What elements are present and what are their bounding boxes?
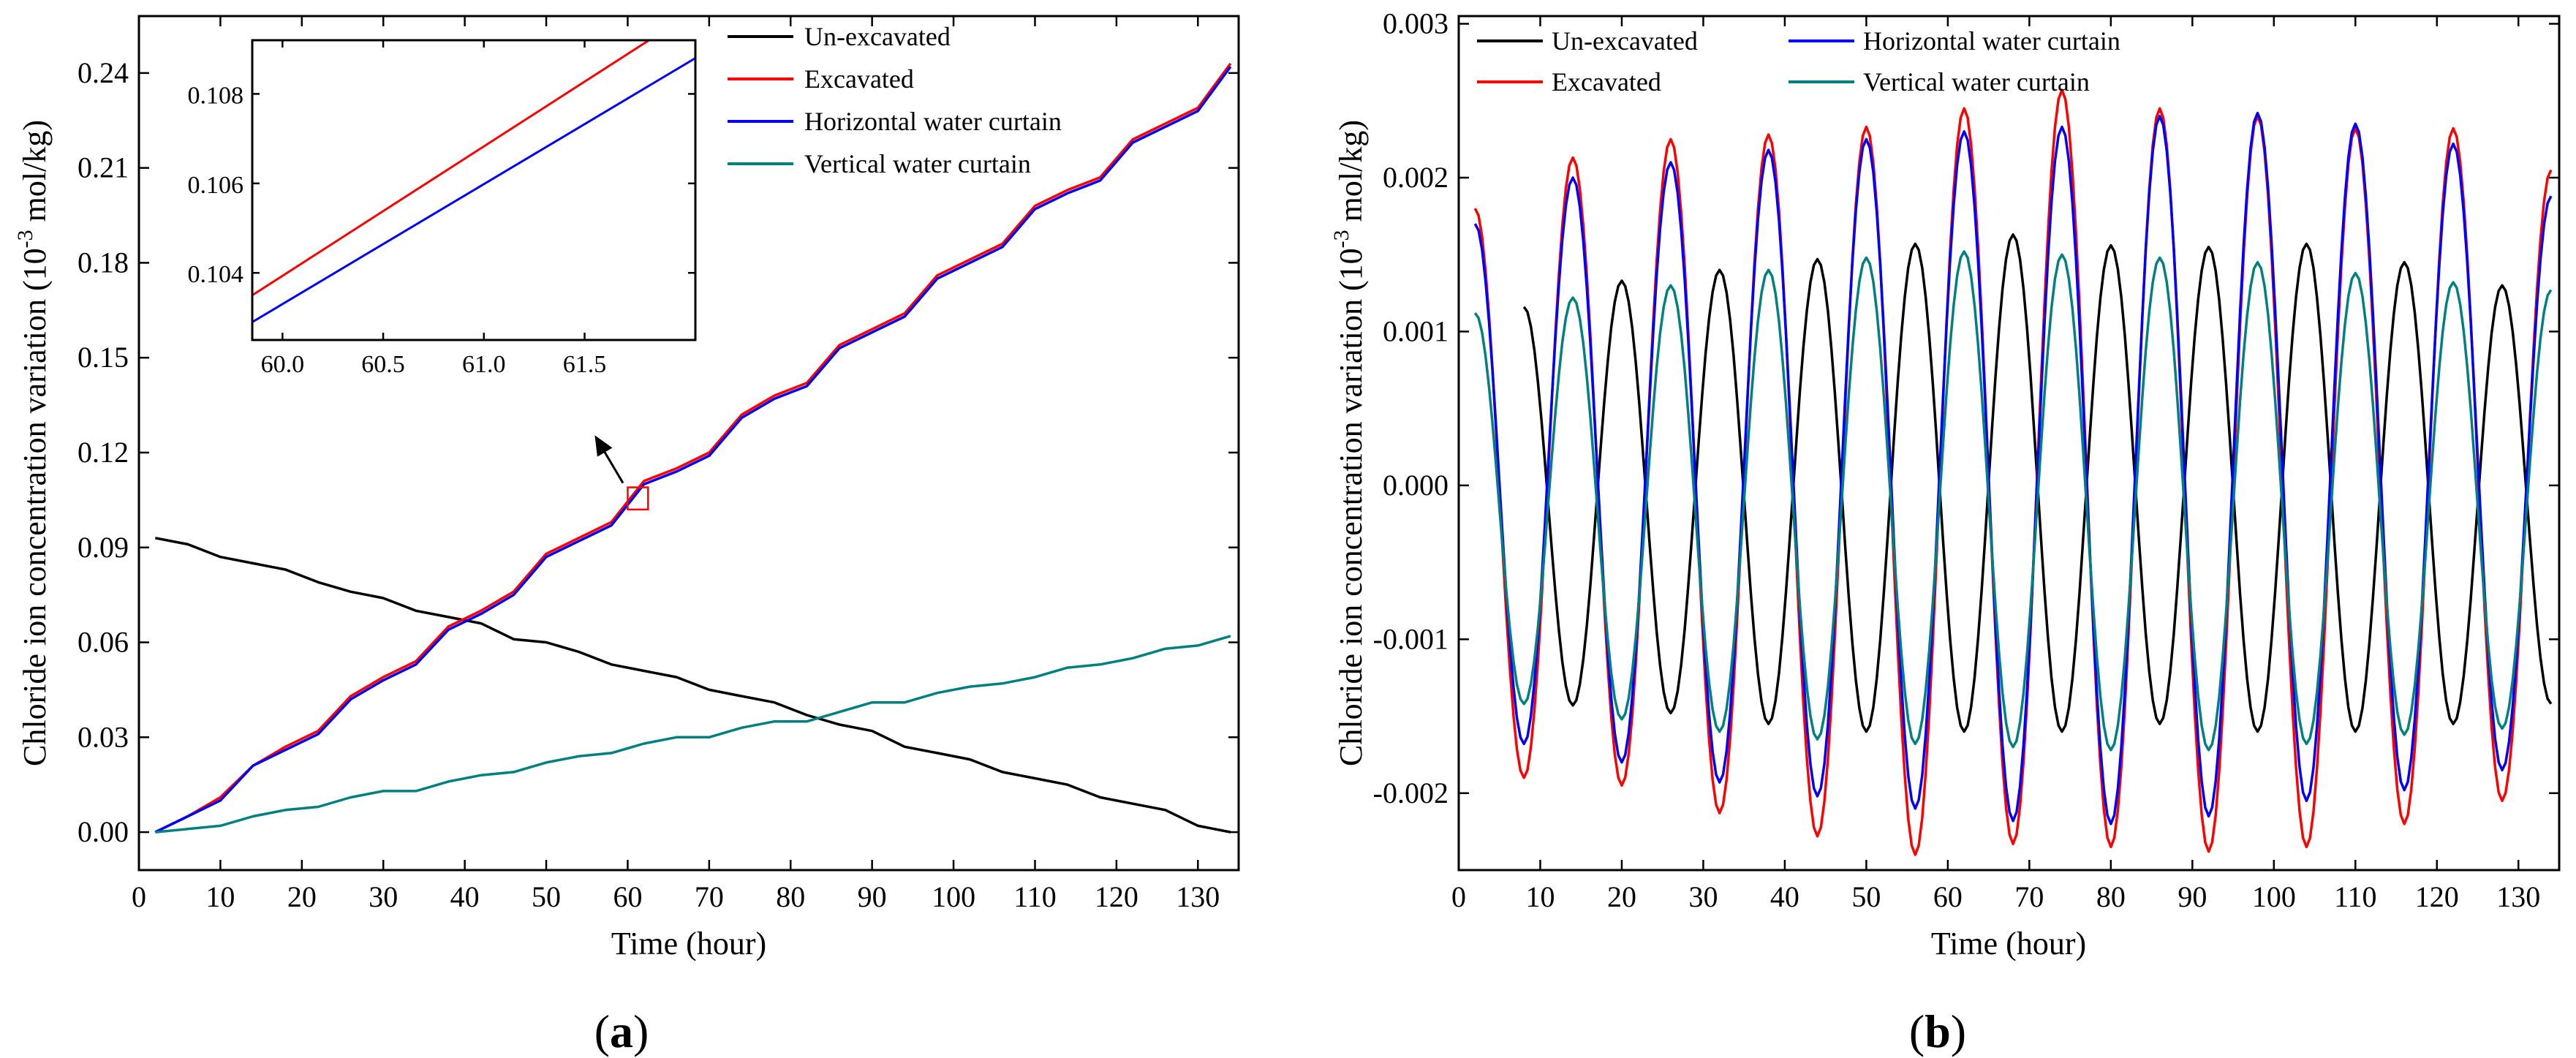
legend-label-horizontal-water-curtain: Horizontal water curtain bbox=[804, 107, 1062, 136]
panel-b-frame bbox=[1457, 15, 2561, 872]
panel-a-ticks: 0 10 20 30 40 50 60 70 80 90 100 110 120 130 0.00 0.03 0… bbox=[78, 16, 1239, 913]
panel-b-x-tick-label: 100 bbox=[2252, 880, 2296, 913]
series-line-vertical-water-curtain bbox=[1473, 250, 2553, 752]
panel-b-x-tick-label: 110 bbox=[2334, 880, 2377, 913]
panel-a-y-tick-label: 0.00 bbox=[78, 815, 129, 848]
series-line-horizontal-water-curtain bbox=[1473, 111, 2553, 825]
legend-label-excavated: Excavated bbox=[804, 64, 914, 94]
series-line-excavated bbox=[1473, 88, 2553, 856]
legend-label-vertical-water-curtain: Vertical water curtain bbox=[1863, 67, 2090, 97]
panel-b-x-tick-label: 60 bbox=[1933, 880, 1963, 913]
panel-a-y-tick-label: 0.18 bbox=[78, 246, 129, 279]
panel-a-x-tick-label: 120 bbox=[1095, 880, 1138, 913]
panel-a-y-tick-label: 0.24 bbox=[78, 56, 129, 89]
panel-a-x-tick-label: 90 bbox=[858, 880, 887, 913]
panel-a-x-tick-label: 20 bbox=[287, 880, 317, 913]
panel-b-x-tick-label: 80 bbox=[2096, 880, 2126, 913]
panel-a-frame bbox=[137, 15, 1240, 872]
inset-ticks: 60.0 60.5 61.0 61.5 0.104 0.106 0.108 bbox=[188, 40, 695, 378]
legend-label-excavated: Excavated bbox=[1552, 67, 1661, 97]
panel-b: 0 10 20 30 40 50 60 70 80 90 100 110 120 130 -0.002 -0.… bbox=[1329, 7, 2561, 1057]
panel-b-label: (b) bbox=[1909, 1005, 1966, 1057]
series-line-vertical-water-curtain bbox=[155, 635, 1231, 834]
panel-a-x-tick-label: 30 bbox=[369, 880, 398, 913]
legend-label-vertical-water-curtain: Vertical water curtain bbox=[804, 149, 1031, 178]
panel-b-x-tick-label: 40 bbox=[1770, 880, 1799, 913]
panel-b-x-tick-label: 10 bbox=[1525, 880, 1555, 913]
panel-b-y-tick-label: 0.000 bbox=[1383, 469, 1448, 502]
panel-a-plot-area bbox=[154, 62, 1232, 834]
panel-b-x-tick-label: 130 bbox=[2496, 880, 2540, 913]
panel-a-legend: Un-excavated Excavated Horizontal water … bbox=[728, 22, 1062, 178]
inset-y-tick-label: 0.106 bbox=[188, 172, 244, 199]
zoom-arrow bbox=[594, 435, 624, 484]
panel-b-plot-area bbox=[1473, 88, 2553, 856]
panel-b-y-tick-label: 0.001 bbox=[1383, 314, 1448, 347]
legend-label-un-excavated: Un-excavated bbox=[1552, 26, 1698, 56]
panel-b-legend: Un-excavated Horizontal water curtain Ex… bbox=[1477, 26, 2120, 97]
panel-b-y-tick-label: -0.002 bbox=[1373, 777, 1448, 809]
panel-b-x-axis-label: Time (hour) bbox=[1931, 926, 2086, 961]
panel-b-ticks: 0 10 20 30 40 50 60 70 80 90 100 110 120 130 -0.002 -0.… bbox=[1373, 7, 2559, 913]
panel-b-x-tick-label: 20 bbox=[1607, 880, 1636, 913]
inset-x-tick-label: 61.0 bbox=[462, 351, 506, 378]
panel-b-y-tick-label: 0.002 bbox=[1383, 161, 1448, 194]
panel-a-label: (a) bbox=[594, 1005, 649, 1057]
panel-b-x-tick-label: 0 bbox=[1451, 880, 1466, 913]
series-line-excavated bbox=[154, 62, 1232, 834]
series-line-horizontal-water-curtain bbox=[154, 66, 1232, 834]
panel-a-inset: 60.0 60.5 61.0 61.5 0.104 0.106 0.108 bbox=[188, 39, 697, 378]
panel-a-x-tick-label: 70 bbox=[695, 880, 724, 913]
panel-a-x-tick-label: 130 bbox=[1176, 880, 1220, 913]
inset-frame bbox=[251, 39, 697, 341]
inset-series-line-horizontal-water-curtain bbox=[252, 57, 695, 323]
panel-a-x-tick-label: 100 bbox=[932, 880, 975, 913]
panel-a-y-tick-label: 0.21 bbox=[78, 151, 129, 184]
panel-a-x-axis-label: Time (hour) bbox=[611, 926, 766, 961]
panel-a-x-tick-label: 40 bbox=[450, 880, 480, 913]
panel-b-y-axis-label: Chloride ion concentration variation (10… bbox=[1329, 120, 1369, 766]
panel-b-x-tick-label: 30 bbox=[1688, 880, 1718, 913]
inset-plot-area bbox=[252, 40, 695, 323]
panel-a-y-tick-label: 0.06 bbox=[78, 626, 129, 659]
series-line-un-excavated bbox=[154, 537, 1231, 834]
panel-a-y-tick-label: 0.12 bbox=[78, 436, 129, 469]
panel-b-x-tick-label: 120 bbox=[2415, 880, 2459, 913]
panel-b-x-tick-label: 90 bbox=[2177, 880, 2207, 913]
panel-b-y-tick-label: -0.001 bbox=[1373, 622, 1448, 655]
legend-label-horizontal-water-curtain: Horizontal water curtain bbox=[1863, 26, 2120, 56]
panel-a-x-tick-label: 10 bbox=[205, 880, 235, 913]
panel-a-x-tick-label: 0 bbox=[132, 880, 146, 913]
panel-a-y-tick-label: 0.03 bbox=[78, 720, 129, 753]
panel-b-x-tick-label: 70 bbox=[2014, 880, 2044, 913]
inset-x-tick-label: 61.5 bbox=[563, 351, 607, 378]
panel-b-y-tick-label: 0.003 bbox=[1383, 7, 1448, 40]
inset-x-tick-label: 60.5 bbox=[361, 351, 405, 378]
panel-a-x-tick-label: 80 bbox=[776, 880, 805, 913]
panel-a-x-tick-label: 60 bbox=[613, 880, 642, 913]
panel-b-x-tick-label: 50 bbox=[1851, 880, 1881, 913]
legend-label-un-excavated: Un-excavated bbox=[804, 22, 951, 51]
inset-x-tick-label: 60.0 bbox=[261, 351, 305, 378]
panel-a-y-tick-label: 0.09 bbox=[78, 531, 129, 564]
inset-y-tick-label: 0.104 bbox=[188, 261, 244, 288]
inset-series-line-excavated bbox=[252, 40, 650, 297]
zoom-highlight-box bbox=[627, 486, 649, 511]
inset-y-tick-label: 0.108 bbox=[188, 82, 244, 109]
panel-a-y-axis-label: Chloride ion concentration variation (10… bbox=[13, 120, 53, 766]
panel-a-y-tick-label: 0.15 bbox=[78, 341, 129, 374]
panel-a-x-tick-label: 110 bbox=[1013, 880, 1057, 913]
panel-a-x-tick-label: 50 bbox=[532, 880, 561, 913]
panel-a: 0 10 20 30 40 50 60 70 80 90 100 110 120 130 0.00 0.03 0… bbox=[13, 15, 1240, 1057]
